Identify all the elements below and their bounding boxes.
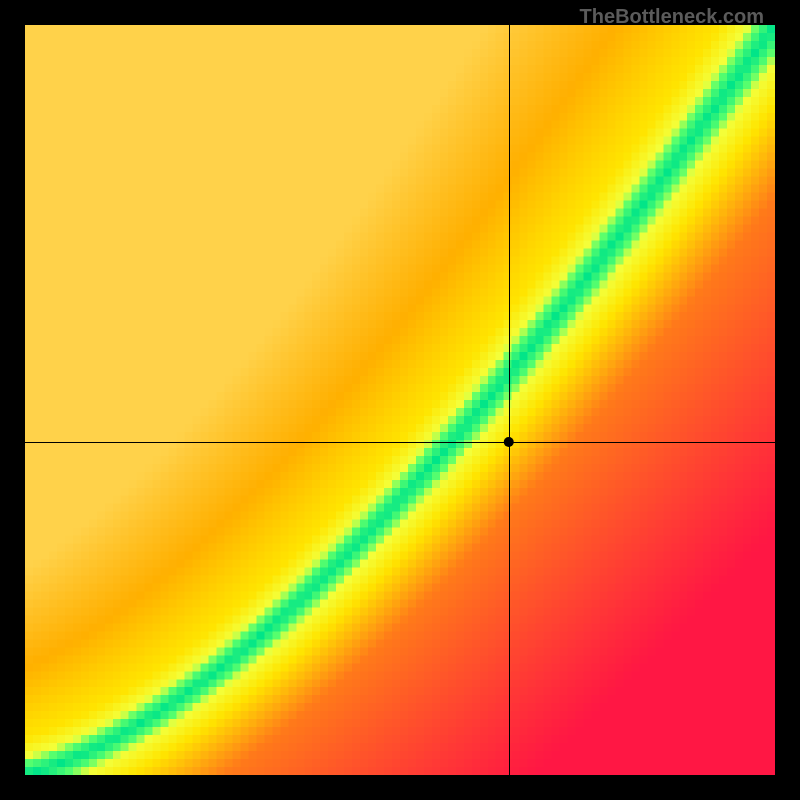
crosshair-overlay — [25, 25, 775, 775]
source-watermark: TheBottleneck.com — [580, 6, 764, 29]
heatmap-area — [25, 25, 775, 775]
chart-frame: TheBottleneck.com — [0, 0, 800, 800]
